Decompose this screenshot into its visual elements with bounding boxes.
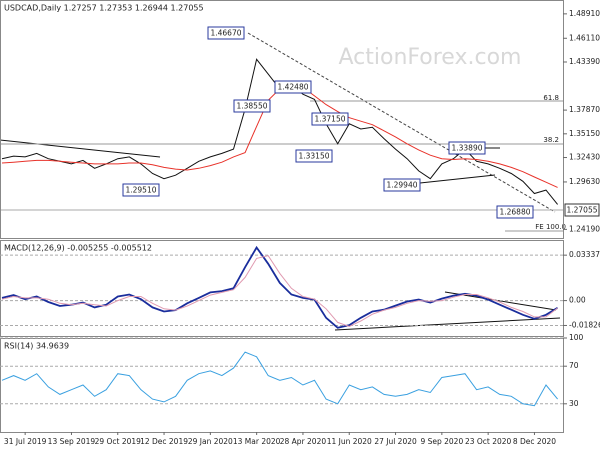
annotation-label: 1.37150 [314, 115, 345, 124]
x-tick-label: 8 Dec 2020 [513, 437, 556, 446]
panel-title: MACD(12,26,9) -0.005255 -0.005512 [4, 244, 152, 253]
annotation-box [122, 183, 160, 197]
fib-label: 61.8 [543, 94, 559, 102]
y-tick-label: 1.46110 [569, 33, 600, 42]
annotation-box [207, 26, 245, 40]
fib-label: 38.2 [543, 136, 559, 144]
annotation-label: 1.26880 [499, 208, 530, 217]
x-tick-label: 9 Sep 2020 [420, 437, 463, 446]
x-tick-label: 28 Apr 2020 [280, 437, 327, 446]
fib-label: FE 100.0 [535, 223, 566, 231]
watermark: ActionForex.com [339, 45, 522, 70]
annotation-label: 1.46670 [210, 29, 241, 38]
x-tick-label: 13 Mar 2020 [233, 437, 281, 446]
annotation-box [295, 149, 333, 163]
y-tick-label: 1.37870 [569, 105, 600, 114]
y-tick-label: 1.48910 [569, 9, 600, 18]
annotation-box [311, 112, 349, 126]
trend-line [419, 174, 496, 184]
chart-title: USDCAD,Daily 1.27257 1.27353 1.26944 1.2… [4, 4, 204, 13]
x-tick-label: 27 Jul 2020 [374, 437, 417, 446]
panel-title: RSI(14) 34.9639 [4, 342, 69, 351]
annotation-box [448, 141, 486, 155]
y-tick-label: -0.018262 [569, 320, 600, 329]
y-tick-label: 1.32430 [569, 153, 600, 162]
panel-frame [0, 240, 564, 337]
x-tick-label: 11 Jun 2020 [327, 437, 372, 446]
y-tick-label: 0.00 [569, 296, 586, 305]
y-tick-label: 100 [569, 333, 584, 342]
x-tick-label: 13 Sep 2019 [48, 437, 96, 446]
x-tick-label: 31 Jul 2019 [4, 437, 47, 446]
y-tick-label: 30 [569, 399, 579, 408]
annotation-label: 1.33150 [298, 152, 329, 161]
trend-line [0, 139, 161, 158]
annotation-box [383, 178, 421, 192]
last-price-box [564, 203, 600, 217]
y-tick-label: 1.24190 [569, 224, 600, 233]
x-tick-label: 23 Oct 2020 [465, 437, 512, 446]
y-tick-label: 70 [569, 361, 579, 370]
trend-line [334, 317, 561, 331]
annotation-box [233, 99, 271, 113]
y-tick-label: 1.29630 [569, 177, 600, 186]
x-tick-label: 29 Jan 2020 [188, 437, 233, 446]
x-tick-label: 29 Oct 2019 [95, 437, 142, 446]
series-line [1, 255, 558, 328]
series-line [1, 245, 559, 329]
annotation-box [274, 80, 312, 94]
x-tick-label: 12 Dec 2019 [140, 437, 188, 446]
annotation-label: 1.29510 [125, 186, 156, 195]
last-price-label: 1.27055 [566, 206, 597, 215]
panel-frame [0, 0, 564, 239]
series-line [1, 351, 558, 407]
trend-line [247, 32, 556, 213]
y-tick-label: 1.35150 [569, 129, 600, 138]
annotation-box [496, 205, 534, 219]
annotation-label: 1.42480 [277, 83, 308, 92]
annotation-label: 1.29940 [386, 181, 417, 190]
y-tick-label: 1.43390 [569, 57, 600, 66]
annotation-label: 1.38550 [236, 102, 267, 111]
annotation-label: 1.33890 [451, 144, 482, 153]
y-tick-label: 0.03337 [569, 250, 600, 259]
